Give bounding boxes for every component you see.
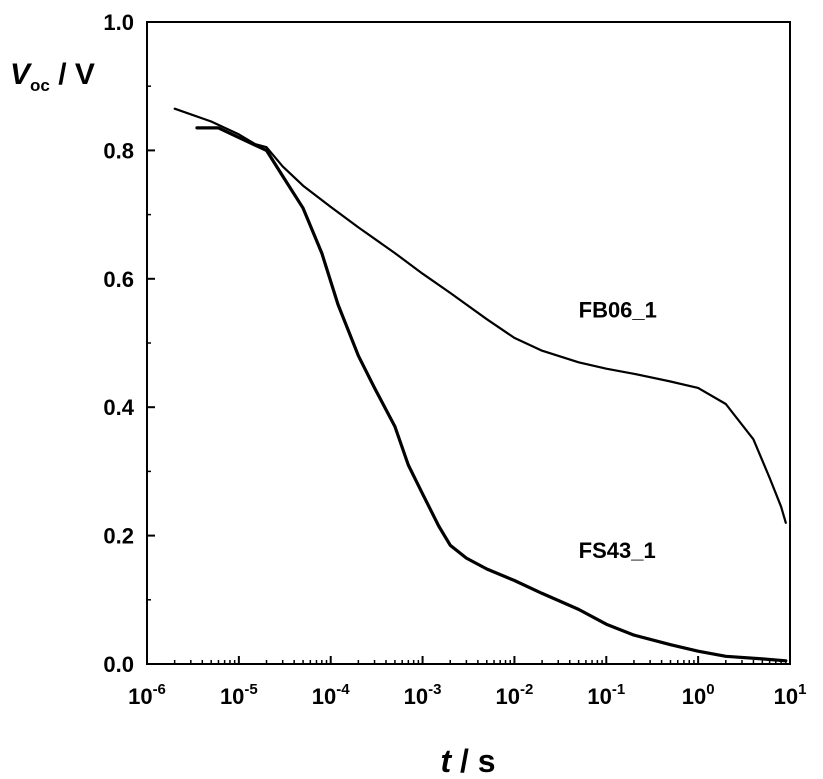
series-lines bbox=[173, 107, 788, 663]
series-line-fs43_1 bbox=[195, 126, 788, 663]
y-tick-label: 0.8 bbox=[103, 138, 134, 163]
series-line-fb06_1 bbox=[173, 107, 787, 524]
x-tick-label: 10-4 bbox=[312, 681, 350, 709]
series-labels: FB06_1 FS43_1 bbox=[579, 297, 657, 563]
y-tick-label: 0.0 bbox=[103, 652, 134, 677]
x-tick-label: 10-3 bbox=[404, 681, 442, 709]
y-tick-label: 0.6 bbox=[103, 267, 134, 292]
y-axis-unit: / V bbox=[50, 58, 95, 91]
plot-frame bbox=[146, 21, 791, 665]
plot-area bbox=[146, 21, 791, 665]
x-axis-unit: / s bbox=[451, 743, 495, 779]
x-tick-label: 10-5 bbox=[220, 681, 258, 709]
x-tick-label: 10-6 bbox=[128, 681, 166, 709]
y-tick-label: 0.2 bbox=[103, 524, 134, 549]
y-axis-subscript: oc bbox=[30, 76, 50, 95]
axes: 10-6 10-5 10-4 10-3 10-2 10-1 100 101 0.0 0.2 0.4 0… bbox=[103, 10, 806, 709]
x-axis-symbol: t bbox=[440, 743, 452, 779]
x-axis-label: t / s bbox=[440, 743, 495, 779]
x-tick-label: 10-2 bbox=[496, 681, 534, 709]
series-label-fs43_1: FS43_1 bbox=[579, 538, 656, 563]
x-tick-label: 10-1 bbox=[587, 681, 625, 709]
y-tick-label: 1.0 bbox=[103, 10, 134, 35]
series-label-fb06_1: FB06_1 bbox=[579, 297, 657, 322]
x-tick-label: 100 bbox=[682, 681, 715, 709]
y-tick-label: 0.4 bbox=[103, 395, 134, 420]
x-tick-label: 101 bbox=[774, 681, 807, 709]
y-axis-symbol: V bbox=[10, 58, 33, 91]
y-axis-label: Voc / V bbox=[10, 58, 95, 95]
